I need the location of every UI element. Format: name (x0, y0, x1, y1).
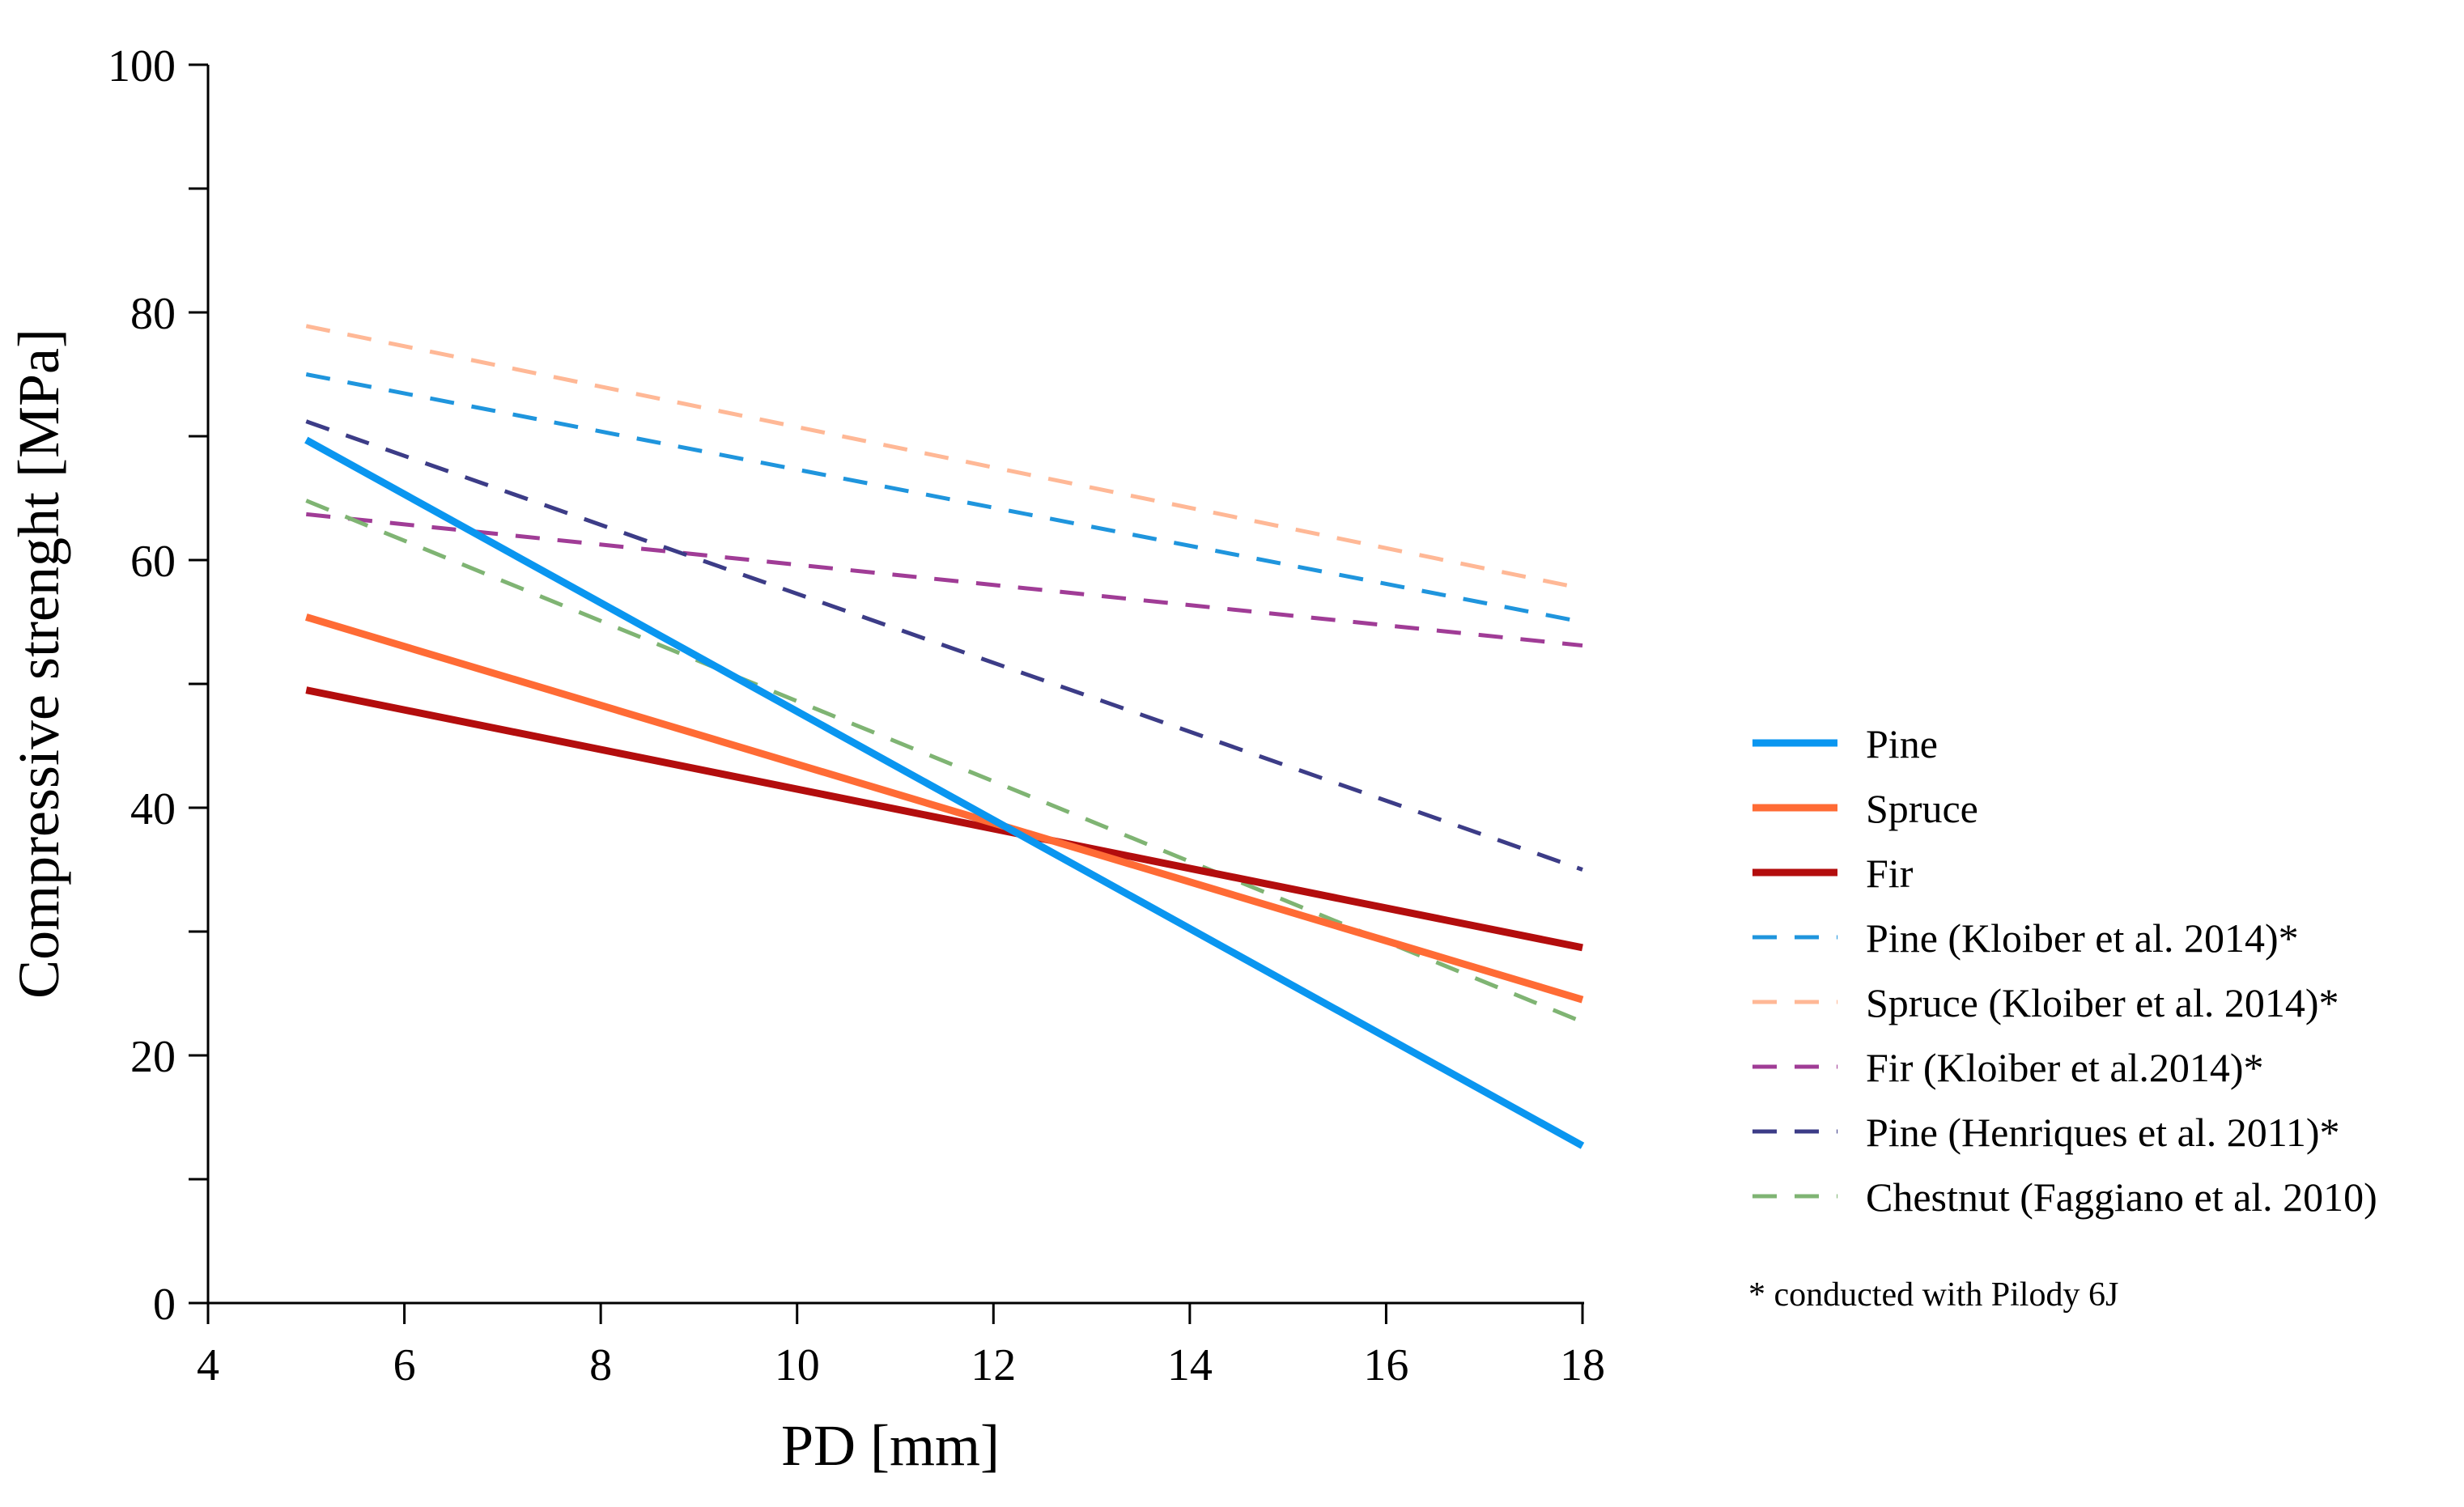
y-tick-label: 20 (130, 1032, 176, 1082)
legend-label-7: Chestnut (Faggiano et al. 2010) (1866, 1174, 2377, 1220)
x-tick-label: 4 (197, 1340, 219, 1390)
legend-label-4: Spruce (Kloiber et al. 2014)* (1866, 980, 2339, 1025)
x-tick-label: 14 (1167, 1340, 1213, 1390)
x-tick-label: 6 (393, 1340, 416, 1390)
x-axis-label: PD [mm] (781, 1413, 1000, 1478)
legend: Pine Spruce Fir Pine (Kloiber et al. 2014)*… (1752, 721, 2377, 1220)
axes: 4 6 8 10 12 14 16 18 0 20 40 60 80 100 (108, 41, 1605, 1390)
series-line-2 (305, 686, 1583, 952)
x-tick-label: 16 (1363, 1340, 1408, 1390)
series-line-6 (305, 419, 1583, 872)
legend-label-1: Spruce (1866, 786, 1978, 831)
x-tick-label: 12 (971, 1340, 1016, 1390)
x-tick-label: 8 (589, 1340, 612, 1390)
legend-label-5: Fir (Kloiber et al.2014)* (1866, 1045, 2264, 1090)
x-tick-label: 10 (775, 1340, 820, 1390)
series-line-5 (306, 512, 1583, 648)
y-tick-label: 60 (130, 537, 176, 587)
series-line-0 (304, 436, 1585, 1149)
series-line-4 (305, 324, 1583, 591)
y-tick-label: 80 (130, 289, 176, 339)
series-layer (304, 324, 1585, 1149)
legend-label-3: Pine (Kloiber et al. 2014)* (1866, 915, 2299, 961)
y-tick-label: 100 (108, 41, 176, 91)
y-tick-label: 40 (130, 784, 176, 834)
y-tick-label: 0 (153, 1280, 176, 1330)
footnote: * conducted with Pilody 6J (1748, 1276, 2118, 1314)
y-axis-label: Compressive strenght [MPa] (6, 329, 71, 999)
series-line-1 (304, 613, 1584, 1004)
series-line-3 (305, 372, 1583, 624)
x-tick-label: 18 (1560, 1340, 1605, 1390)
legend-label-2: Fir (1866, 851, 1914, 896)
legend-label-0: Pine (1866, 721, 1938, 766)
legend-label-6: Pine (Henriques et al. 2011)* (1866, 1110, 2340, 1155)
